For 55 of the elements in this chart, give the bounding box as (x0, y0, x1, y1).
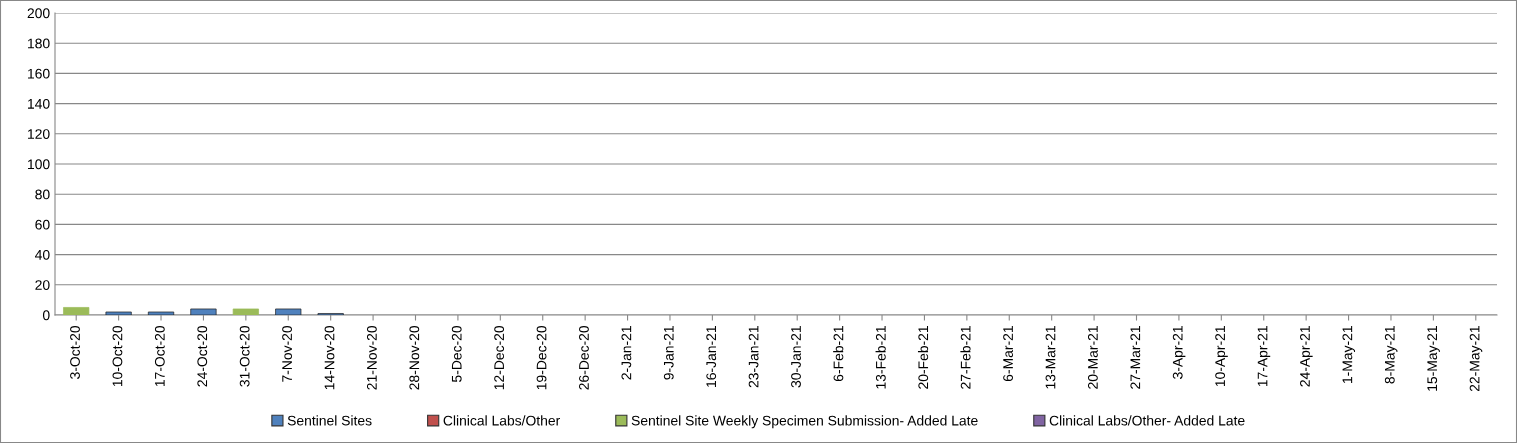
x-tick-label: 3-Apr-21 (1172, 326, 1186, 379)
x-tick-label: 15-May-21 (1427, 326, 1440, 391)
y-tick-label: 20 (35, 280, 50, 290)
legend-label: Clinical Labs/Other- Added Late (1049, 415, 1245, 426)
x-tick-label: 24-Oct-20 (197, 325, 208, 387)
legend-label: Clinical Labs/Other (443, 415, 560, 426)
x-tick-label: 23-Jan-21 (748, 326, 759, 388)
x-tick-label: 10-Oct-20 (112, 325, 123, 387)
x-tick-label: 12-Dec-20 (494, 325, 505, 390)
y-tick-label: 160 (28, 68, 50, 79)
x-tick-label: 20-Mar-21 (1087, 326, 1098, 389)
x-tick-label: 8-May-21 (1384, 326, 1398, 384)
x-tick-label: 16-Jan-21 (706, 326, 717, 387)
x-tick-label: 27-Mar-21 (1130, 326, 1141, 389)
y-tick-label: 100 (28, 159, 50, 170)
x-tick-label: 20-Feb-21 (917, 326, 929, 389)
legend-label: Sentinel Sites (287, 415, 372, 426)
x-tick-label: 14-Nov-20 (324, 325, 335, 390)
bar (147, 311, 175, 315)
x-tick-label: 26-Dec-20 (579, 325, 589, 390)
y-tick-label: 200 (27, 8, 50, 19)
x-tick-label: 31-Oct-20 (239, 325, 250, 387)
legend-label: Sentinel Site Weekly Specimen Submission- Added Late (631, 415, 978, 429)
bar (275, 308, 302, 315)
x-tick-label: 5-Dec-20 (451, 325, 462, 382)
x-tick-label: 7-Nov-20 (282, 325, 292, 382)
bar (190, 308, 217, 315)
x-tick-label: 19-Dec-20 (536, 325, 547, 390)
x-tick-label: 13-Feb-21 (875, 326, 886, 389)
x-tick-label: 21-Nov-20 (366, 325, 377, 390)
x-tick-label: 30-Jan-21 (791, 326, 801, 388)
bar (232, 308, 259, 315)
bar (63, 307, 90, 315)
x-tick-label: 9-Jan-21 (663, 326, 674, 380)
x-tick-label: 6-Mar-21 (1003, 326, 1013, 382)
x-tick-label: 10-Apr-21 (1215, 326, 1228, 387)
y-tick-label: 80 (35, 189, 50, 200)
bar (105, 311, 132, 315)
x-tick-label: 27-Feb-21 (960, 326, 971, 389)
x-tick-label: 2-Jan-21 (621, 326, 632, 380)
x-tick-label: 6-Feb-21 (833, 326, 844, 382)
y-tick-label: 180 (28, 38, 50, 49)
x-tick-label: 24-Apr-21 (1300, 326, 1313, 387)
x-tick-label: 17-Oct-20 (154, 325, 165, 387)
x-tick-label: 1-May-21 (1342, 326, 1356, 384)
y-tick-label: 60 (35, 219, 50, 230)
y-tick-label: 40 (35, 249, 50, 260)
x-tick-label: 28-Nov-20 (409, 325, 420, 390)
x-tick-label: 3-Oct-20 (70, 325, 80, 379)
y-tick-label: 0 (42, 310, 50, 321)
x-tick-label: 17-Apr-21 (1257, 326, 1271, 387)
y-tick-label: 140 (28, 98, 50, 109)
x-tick-label: 22-May-21 (1469, 326, 1483, 392)
y-tick-label: 120 (28, 129, 50, 139)
x-tick-label: 13-Mar-21 (1045, 326, 1056, 389)
